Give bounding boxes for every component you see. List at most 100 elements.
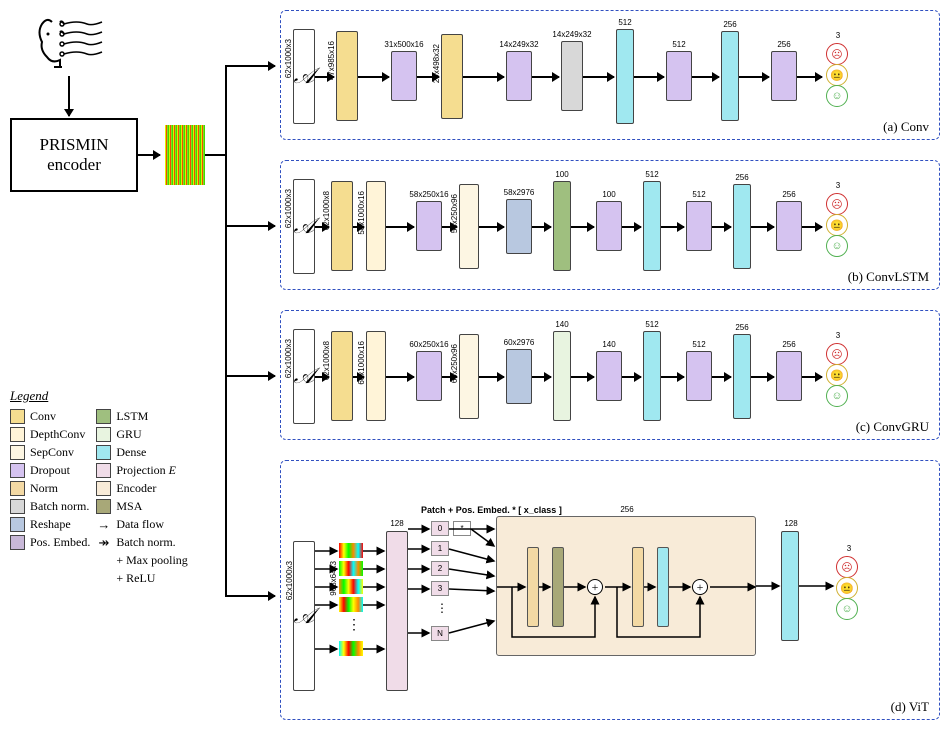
- vit-pbox-star: *: [453, 521, 471, 536]
- legend-item: →Data flow: [96, 516, 187, 533]
- a-block-6: [616, 29, 634, 124]
- c-block-4: [459, 334, 479, 419]
- vit-projection: [386, 531, 408, 691]
- b-arrow-6: [532, 226, 551, 228]
- vit-proj-label: 128: [377, 519, 417, 528]
- vit-dense-label: 128: [771, 519, 811, 528]
- c-block-8: [643, 331, 661, 421]
- legend-item: Batch norm.: [10, 498, 90, 515]
- b-block-11: [776, 201, 802, 251]
- legend-item: MSA: [96, 498, 187, 515]
- c-arrow-7: [571, 376, 594, 378]
- a-block-8: [721, 31, 739, 121]
- a-block-1: [336, 31, 358, 121]
- a-arrow-6: [583, 76, 614, 78]
- c-block-11: [776, 351, 802, 401]
- a-arrow-3: [417, 76, 439, 78]
- panel-a-label: (a) Conv: [883, 119, 929, 135]
- b-arrow-4: [442, 226, 457, 228]
- c-block-7: [596, 351, 622, 401]
- c-arrow-6: [532, 376, 551, 378]
- vit-patch-img-n: [339, 641, 363, 656]
- vit-pbox-1: 1: [431, 541, 449, 556]
- b-arrow-3: [386, 226, 414, 228]
- arrow-brain-to-encoder: [68, 76, 70, 116]
- panel-a: (a) Conv𝒜62x1000x347x985x1631x500x1629x4…: [280, 10, 940, 140]
- vit-pbox-dots: ⋮: [436, 601, 448, 616]
- panel-c-label: (c) ConvGRU: [856, 419, 929, 435]
- vit-patch-img-0: [339, 543, 363, 558]
- a-arrow-4: [463, 76, 504, 78]
- emoji-neutral: 😐: [836, 577, 858, 599]
- vit-pbox-0: 0: [431, 521, 449, 536]
- c-arrow-3: [386, 376, 414, 378]
- panel-b-label: (b) ConvLSTM: [848, 269, 929, 285]
- vit-encoder-box: 256 + +: [496, 516, 756, 656]
- b-block-9: [686, 201, 712, 251]
- encoder-line2: encoder: [47, 155, 101, 175]
- b-block-1: [331, 181, 353, 271]
- branch-to-d: [225, 595, 275, 597]
- legend-item: SepConv: [10, 444, 90, 461]
- legend: Legend ConvDepthConvSepConvDropoutNormBa…: [10, 388, 260, 587]
- c-block-3: [416, 351, 442, 401]
- legend-item: Norm: [10, 480, 90, 497]
- panel-d-label: (d) ViT: [891, 699, 929, 715]
- a-arrow-7: [634, 76, 664, 78]
- legend-item: Encoder: [96, 480, 187, 497]
- vit-enc-label: 256: [607, 505, 647, 514]
- b-block-8: [643, 181, 661, 271]
- branch-h: [205, 154, 225, 156]
- branch-to-c: [225, 375, 275, 377]
- b-arrow-9: [661, 226, 684, 228]
- b-block-0: 𝒜: [293, 179, 315, 274]
- c-arrow-11: [751, 376, 774, 378]
- branch-to-b: [225, 225, 275, 227]
- b-block-10: [733, 184, 751, 269]
- c-arrow-10: [712, 376, 731, 378]
- b-arrow-8: [622, 226, 641, 228]
- c-block-6: [553, 331, 571, 421]
- a-arrow-8: [692, 76, 719, 78]
- vit-dense-out: [781, 531, 799, 641]
- legend-title: Legend: [10, 388, 260, 404]
- b-arrow-11: [751, 226, 774, 228]
- legend-item: Conv: [10, 408, 90, 425]
- b-arrow-10: [712, 226, 731, 228]
- brain-icon: [32, 12, 112, 72]
- a-output: ☹😐☺: [826, 43, 848, 106]
- a-block-2: [391, 51, 417, 101]
- a-block-7: [666, 51, 692, 101]
- c-block-2: [366, 331, 386, 421]
- a-block-5: [561, 41, 583, 111]
- panel-c: (c) ConvGRU𝒜62x1000x362x1000x860x1000x16…: [280, 310, 940, 440]
- vit-patch-img-1: [339, 561, 363, 576]
- legend-item: Pos. Embed.: [10, 534, 90, 551]
- branch-to-a: [225, 65, 275, 67]
- vit-patch-img-2: [339, 579, 363, 594]
- a-block-4: [506, 51, 532, 101]
- vit-input: 𝒜: [293, 541, 315, 691]
- c-arrow-8: [622, 376, 641, 378]
- vit-patch-title: Patch + Pos. Embed. * [ x_class ]: [421, 505, 562, 515]
- b-block-3: [416, 201, 442, 251]
- vit-pbox-3: 3: [431, 581, 449, 596]
- legend-item: DepthConv: [10, 426, 90, 443]
- c-arrow-4: [442, 376, 457, 378]
- spectrogram: [165, 125, 205, 185]
- vit-output: ☹ 😐 ☺: [836, 556, 858, 619]
- legend-item: LSTM: [96, 408, 187, 425]
- b-block-7: [596, 201, 622, 251]
- legend-item: Dropout: [10, 462, 90, 479]
- b-arrow-5: [479, 226, 504, 228]
- legend-item: Dense: [96, 444, 187, 461]
- b-arrow-2: [353, 226, 364, 228]
- b-block-4: [459, 184, 479, 269]
- b-arrow-7: [571, 226, 594, 228]
- vit-pbox-n: N: [431, 626, 449, 641]
- b-output: ☹😐☺: [826, 193, 848, 256]
- legend-item: ↠Batch norm.: [96, 534, 187, 551]
- vit-patch-dots: ⋮: [347, 617, 361, 634]
- vit-enc-arrows: [497, 517, 757, 657]
- b-block-6: [553, 181, 571, 271]
